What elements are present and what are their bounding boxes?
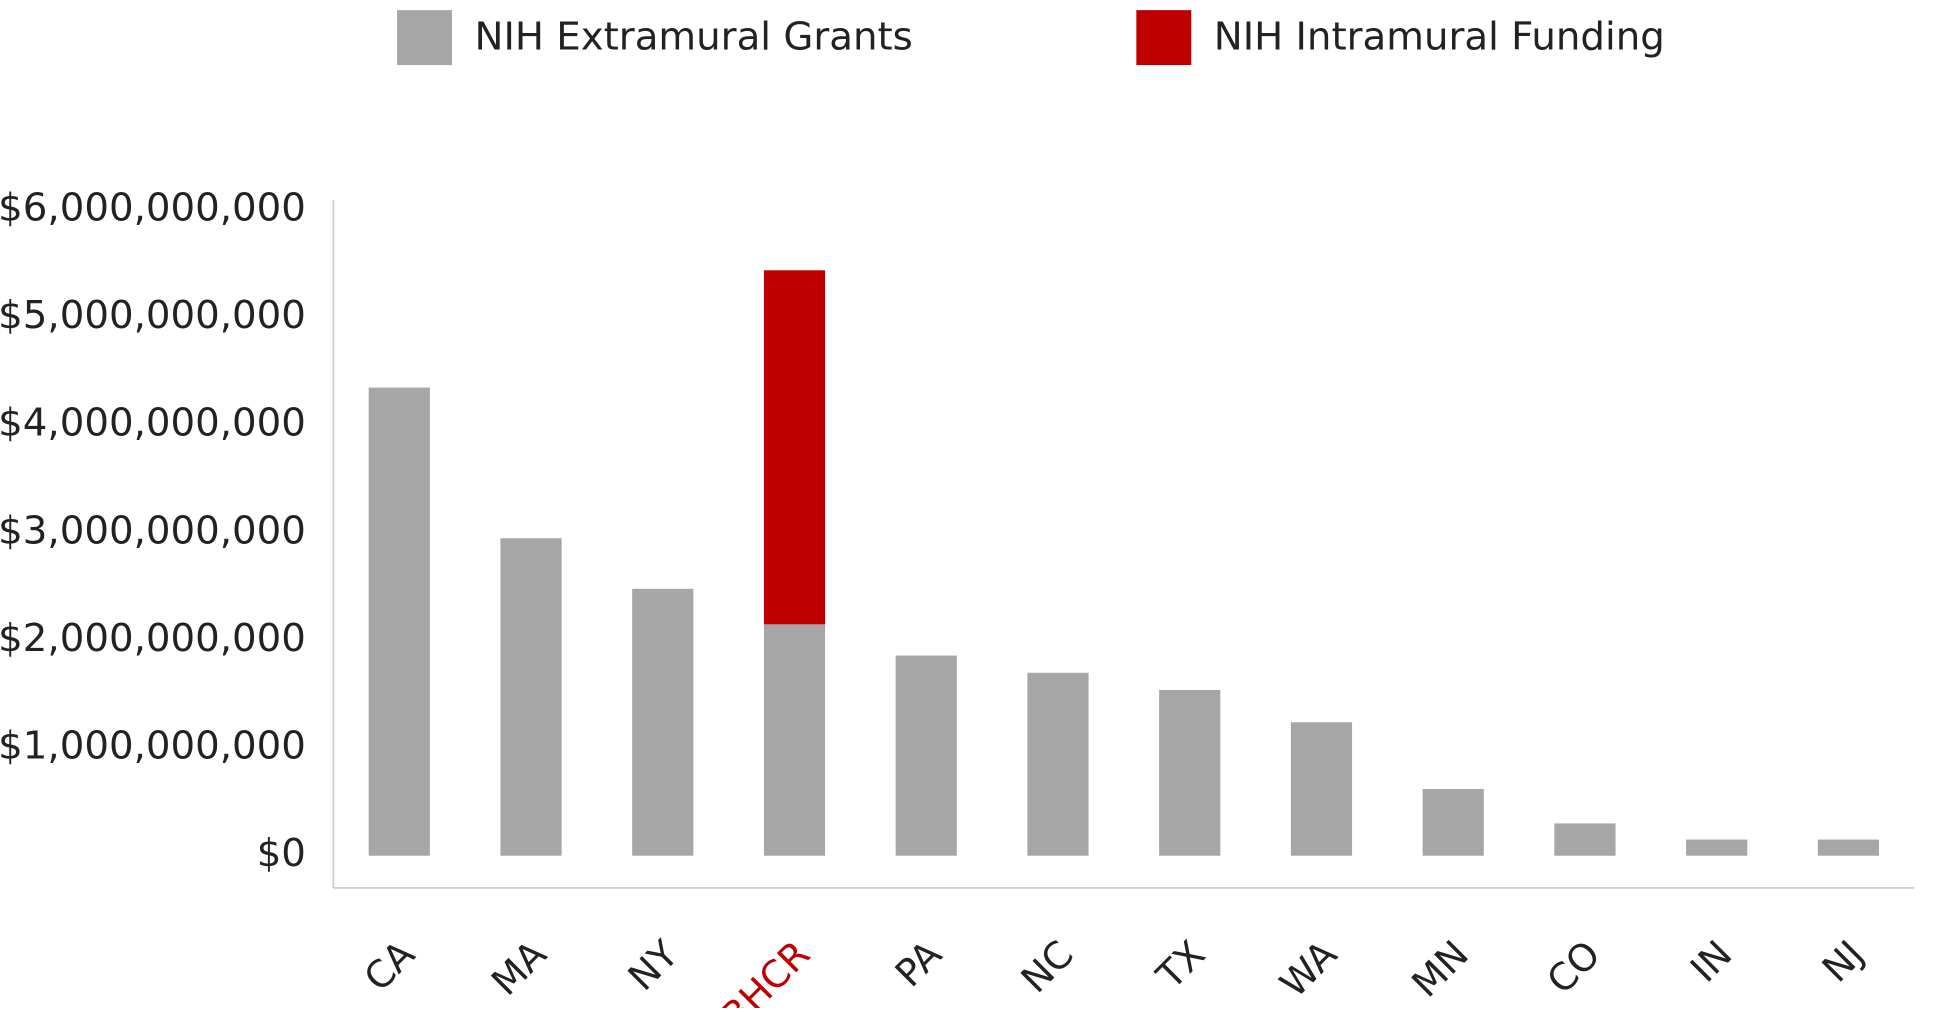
- bar-segment: [763, 270, 826, 625]
- bar-segment: [895, 655, 957, 856]
- legend-swatch: [397, 10, 453, 66]
- x-tick-label: MA: [483, 932, 555, 1004]
- x-tick-label: IN: [1682, 932, 1741, 991]
- x-tick-label: NY: [619, 932, 686, 999]
- x-tick-label: PA: [887, 932, 951, 996]
- y-tick-label: $4,000,000,000: [0, 401, 306, 446]
- x-tick-label: WA: [1271, 932, 1345, 1006]
- legend-label: NIH Intramural Funding: [1214, 14, 1665, 59]
- y-tick-label: $6,000,000,000: [0, 186, 306, 231]
- bar-segment: [763, 624, 826, 856]
- x-tick-label: NC: [1012, 932, 1081, 1001]
- x-tick-label: NJ: [1813, 932, 1872, 991]
- bar-segment: [1686, 839, 1748, 856]
- x-tick-label: CA: [355, 932, 423, 1000]
- bar-segment: [1027, 672, 1089, 856]
- legend-label: NIH Extramural Grants: [475, 14, 913, 59]
- x-tick-label: TX: [1147, 932, 1213, 998]
- bar-segment: [500, 538, 562, 856]
- bar-segment: [1422, 788, 1484, 856]
- x-tick-label: BHCR: [712, 932, 818, 1008]
- y-tick-label: $5,000,000,000: [0, 293, 306, 338]
- y-tick-label: $2,000,000,000: [0, 616, 306, 661]
- bar-segment: [632, 588, 694, 856]
- x-tick-label: CO: [1538, 932, 1608, 1002]
- bar-segment: [1817, 839, 1880, 856]
- y-tick-label: $1,000,000,000: [0, 724, 306, 769]
- bar-segment: [1290, 722, 1353, 856]
- y-tick-label: $3,000,000,000: [0, 508, 306, 553]
- y-tick-label: $0: [257, 831, 306, 876]
- x-tick-label: MN: [1403, 932, 1477, 1006]
- bar-segment: [1159, 689, 1221, 856]
- bar-segment: [368, 387, 430, 856]
- bar-segment: [1554, 823, 1616, 856]
- legend-swatch: [1136, 10, 1192, 66]
